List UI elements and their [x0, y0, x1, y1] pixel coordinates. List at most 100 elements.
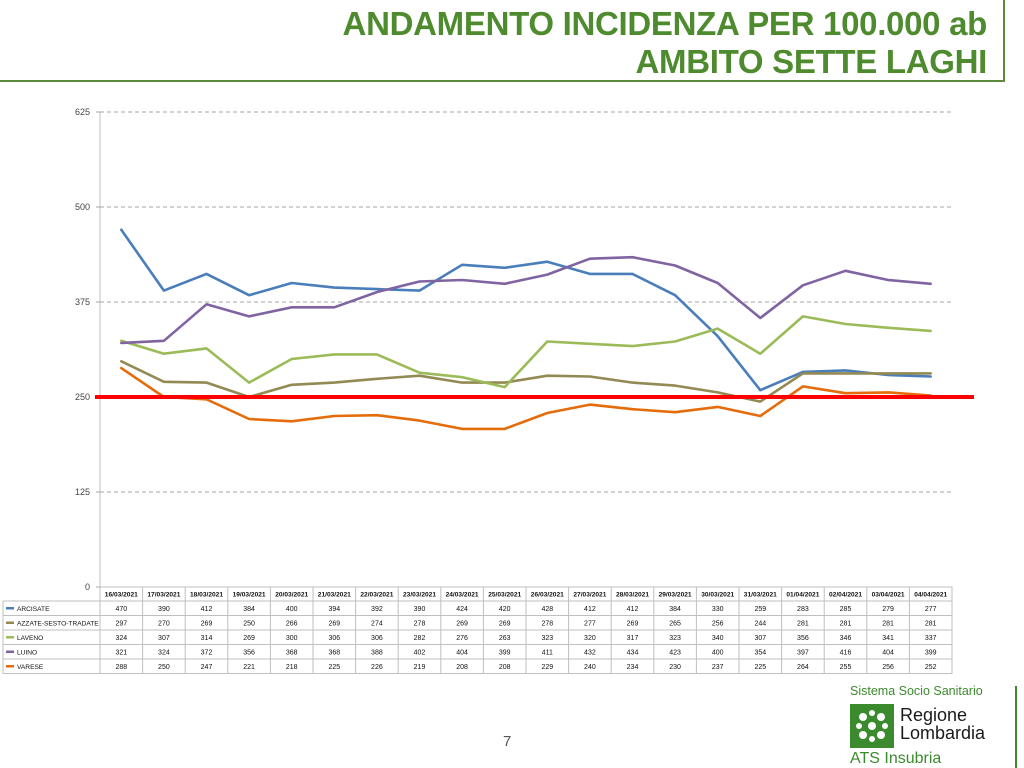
x-category-label: 18/03/2021	[190, 592, 223, 599]
data-cell: 225	[328, 664, 340, 671]
x-category-label: 22/03/2021	[360, 592, 393, 599]
data-cell: 281	[797, 620, 809, 627]
data-cell: 255	[840, 664, 852, 671]
data-cell: 390	[414, 606, 426, 613]
legend-entry: VARESE	[17, 664, 44, 671]
data-cell: 354	[754, 649, 766, 656]
data-cell: 252	[925, 664, 937, 671]
x-category-label: 01/04/2021	[786, 592, 819, 599]
data-cell: 384	[669, 606, 681, 613]
data-cell: 404	[882, 649, 894, 656]
data-cell: 390	[158, 606, 170, 613]
page-title-line-1: ANDAMENTO INCIDENZA PER 100.000 ab	[342, 5, 988, 42]
header-banner: ANDAMENTO INCIDENZA PER 100.000 ab AMBIT…	[0, 0, 1005, 82]
data-cell: 307	[158, 635, 170, 642]
data-cell: 392	[371, 606, 383, 613]
data-cell: 384	[243, 606, 255, 613]
data-cell: 297	[115, 620, 127, 627]
data-cell: 399	[925, 649, 937, 656]
data-cell: 346	[840, 635, 852, 642]
data-cell: 412	[201, 606, 213, 613]
data-cell: 428	[541, 606, 553, 613]
data-cell: 276	[456, 635, 468, 642]
table-body-frame	[2, 600, 953, 674]
x-category-label: 30/03/2021	[701, 592, 734, 599]
data-cell: 400	[712, 649, 724, 656]
brand-ats-label: ATS Insubria	[850, 750, 942, 767]
data-cell: 317	[627, 635, 639, 642]
data-cell: 323	[669, 635, 681, 642]
data-cell: 397	[797, 649, 809, 656]
legend-entry: AZZATE-SESTO-TRADATE	[17, 620, 99, 627]
data-cell: 404	[456, 649, 468, 656]
brand-system-label: Sistema Socio Sanitario	[850, 684, 983, 698]
data-cell: 225	[754, 664, 766, 671]
data-cell: 394	[328, 606, 340, 613]
data-table: 16/03/2021 17/03/2021 18/03/2021 19/03/2021…	[2, 586, 953, 674]
series-line	[120, 359, 933, 403]
x-category-label: 26/03/2021	[531, 592, 564, 599]
data-cell: 277	[925, 606, 937, 613]
x-category-label: 20/03/2021	[275, 592, 308, 599]
data-cell: 281	[840, 620, 852, 627]
data-cell: 416	[840, 649, 852, 656]
data-cell: 244	[754, 620, 766, 627]
data-cell: 256	[712, 620, 724, 627]
x-category-label: 24/03/2021	[446, 592, 479, 599]
y-tick-label: 375	[75, 297, 90, 307]
x-category-label: 25/03/2021	[488, 592, 521, 599]
data-cell: 288	[115, 664, 127, 671]
data-cell: 269	[456, 620, 468, 627]
data-cell: 372	[201, 649, 213, 656]
series-line	[120, 315, 933, 389]
data-cell: 274	[371, 620, 383, 627]
data-cell: 324	[158, 649, 170, 656]
x-category-label: 31/03/2021	[744, 592, 777, 599]
x-category-label: 23/03/2021	[403, 592, 436, 599]
grid-layer	[96, 111, 952, 588]
data-cell: 247	[201, 664, 213, 671]
data-cell: 226	[371, 664, 383, 671]
series-line	[120, 366, 933, 431]
data-cell: 278	[541, 620, 553, 627]
data-cell: 337	[925, 635, 937, 642]
data-cell: 277	[584, 620, 596, 627]
data-cell: 368	[286, 649, 298, 656]
page-title-line-2: AMBITO SETTE LAGHI	[635, 43, 988, 80]
data-cell: 230	[669, 664, 681, 671]
data-cell: 388	[371, 649, 383, 656]
data-cell: 434	[627, 649, 639, 656]
x-category-label: 29/03/2021	[659, 592, 692, 599]
series-line	[120, 255, 933, 345]
data-cell: 423	[669, 649, 681, 656]
data-cell: 208	[456, 664, 468, 671]
legend-entry: LUINO	[17, 649, 37, 656]
data-cell: 234	[627, 664, 639, 671]
data-cell: 282	[414, 635, 426, 642]
data-cell: 306	[371, 635, 383, 642]
data-cell: 264	[797, 664, 809, 671]
data-cell: 240	[584, 664, 596, 671]
data-cell: 356	[243, 649, 255, 656]
data-cell: 340	[712, 635, 724, 642]
x-category-label: 16/03/2021	[105, 592, 138, 599]
data-cell: 306	[328, 635, 340, 642]
data-cell: 237	[712, 664, 724, 671]
regione-lombardia-logo	[850, 704, 894, 748]
data-cell: 283	[797, 606, 809, 613]
rosa-camuna-icon	[856, 710, 888, 742]
legend-entry: ARCISATE	[17, 606, 50, 613]
brand-region-line-2: Lombardia	[900, 723, 986, 743]
data-cell: 420	[499, 606, 511, 613]
data-cell: 269	[328, 620, 340, 627]
data-cell: 402	[414, 649, 426, 656]
x-category-label: 03/04/2021	[872, 592, 905, 599]
data-cell: 256	[882, 664, 894, 671]
data-cell: 320	[584, 635, 596, 642]
data-cell: 265	[669, 620, 681, 627]
data-cell: 281	[925, 620, 937, 627]
data-cell: 259	[754, 606, 766, 613]
data-cell: 270	[158, 620, 170, 627]
series-line	[120, 228, 933, 392]
